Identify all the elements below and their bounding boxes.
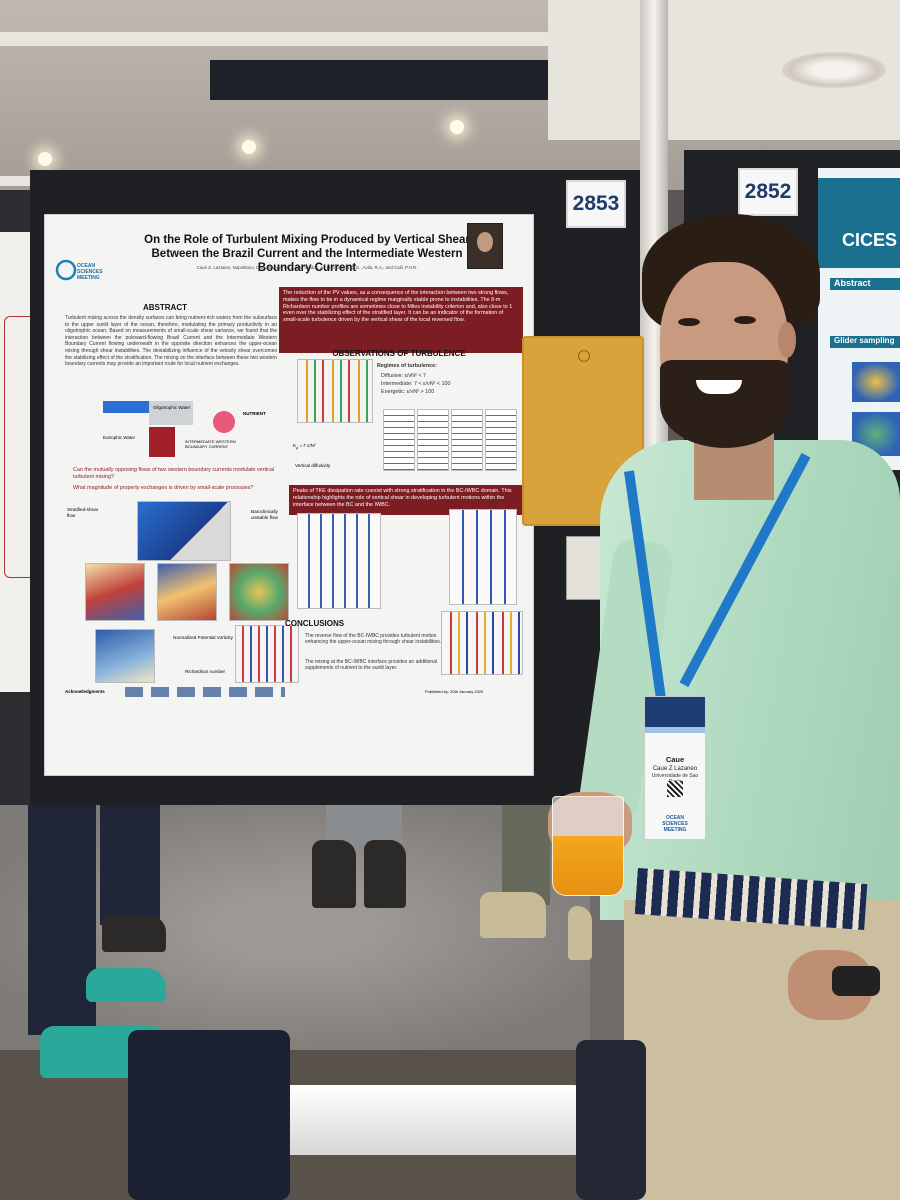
sponsor-logos: [125, 687, 285, 697]
research-poster: OCEAN SCIENCES MEETING On the Role of Tu…: [44, 214, 534, 776]
publication-note: Published by: 20th January 2020: [425, 689, 484, 694]
stratified-shear-label: Stratified-shear flow: [67, 507, 99, 518]
visitor-leg: [326, 805, 402, 845]
richardson-figure: [235, 625, 299, 683]
person-ear: [778, 322, 796, 358]
regime-diffusive: Diffusive: ε/νN² < 7: [381, 373, 426, 379]
final-figure: [441, 611, 523, 675]
person-eye: [734, 316, 756, 324]
conclusion-1: The reverse flow of the BC-IWBC provides…: [305, 633, 442, 646]
visitor-leg: [100, 805, 160, 925]
ocean-sciences-logo: OCEAN SCIENCES MEETING: [55, 257, 113, 283]
dissipation-figure: [297, 359, 373, 423]
ocean-map-figure: [137, 501, 231, 561]
visitor-boot: [312, 840, 356, 908]
abstract-text: Turbulent mixing across the density surf…: [65, 315, 277, 368]
profile-figure: [383, 409, 415, 471]
envelope-clasp: [578, 350, 590, 362]
ceiling-beam: [0, 32, 560, 46]
mid-callout: Peaks of TKE dissipation rate coexist wi…: [289, 485, 523, 515]
author-photo: [467, 223, 503, 269]
visitor-leg: [28, 805, 96, 1035]
person-eye: [678, 318, 700, 326]
ceiling-lamp: [242, 140, 256, 154]
badge-header: [645, 697, 705, 733]
intro-callout: The reduction of the PV values, as a con…: [279, 287, 523, 353]
ceiling-truss: [210, 60, 550, 100]
right-poster-header: CICES: [818, 178, 900, 268]
diffusivity-formula: Kρ = Γ ε/N²: [293, 443, 316, 450]
richardson-label: Richardson number: [185, 669, 226, 674]
backpack: [576, 1040, 646, 1200]
nutrient-circle: [213, 411, 235, 433]
name-badge: Caue Caue Z Lazaneo Universidade de Sao …: [644, 696, 706, 840]
abstract-title: ABSTRACT: [143, 303, 187, 312]
person-beard: [660, 360, 790, 448]
regimes-title: Regimes of turbulence:: [377, 363, 437, 369]
logo-text: OCEAN SCIENCES MEETING: [77, 263, 103, 281]
nutrient-label: NUTRIENT: [243, 411, 266, 416]
badge-logo: OCEAN SCIENCES MEETING: [662, 815, 688, 833]
profile-figure: [485, 409, 517, 471]
question-1: Can the mutually opposing flows of two w…: [73, 467, 275, 480]
shear-figure: [297, 513, 381, 609]
visitor-shoe: [568, 906, 592, 960]
ceiling-lamp: [450, 120, 464, 134]
oligotrophic-label: Oligotrophic Water: [153, 405, 191, 410]
velocity-section-figure: [85, 563, 145, 621]
visitor-shoe: [102, 916, 166, 952]
person-pants: [624, 900, 900, 1200]
wristwatch: [832, 966, 880, 996]
eutrophic-label: Eutrophic Water: [103, 435, 136, 440]
acknowledgments-label: Acknowledgments: [65, 689, 105, 694]
iwbc-label: INTERMEDIATE WESTERN BOUNDARY CURRENT: [185, 439, 236, 449]
schematic-diagram: Oligotrophic Water Eutrophic Water NUTRI…: [73, 395, 285, 465]
badge-qr-code: [667, 781, 683, 797]
pv-section-figure: [95, 629, 155, 683]
right-poster-glider-title: Glider sampling: [830, 336, 900, 348]
histogram-figure: [449, 509, 517, 605]
iwbc-layer: [149, 427, 175, 457]
regime-intermediate: Intermediate: 7 < ε/νN² < 100: [381, 381, 451, 387]
white-rail: [280, 1085, 580, 1155]
cooler-bag: [128, 1030, 290, 1200]
poster-title: On the Role of Turbulent Mixing Produced…: [144, 234, 470, 274]
visitor-shoe: [480, 892, 546, 938]
conclusions-title: CONCLUSIONS: [285, 619, 345, 628]
ceiling-lamp: [38, 152, 52, 166]
ceiling-vent: [782, 52, 886, 88]
booth-number-main: 2853: [566, 180, 626, 228]
bc-layer: [103, 401, 149, 413]
visitor-shoe: [86, 968, 166, 1002]
booth-number-right: 2852: [738, 168, 798, 216]
baroclinic-label: Baroclinically unstable flow: [251, 509, 278, 520]
ocean-sciences-logo-icon: [55, 259, 77, 281]
velocity-section-figure: [157, 563, 217, 621]
right-poster-logo: CICES: [842, 230, 898, 250]
badge-first-name: Caue: [665, 755, 685, 764]
author-face: [477, 232, 493, 252]
vertical-diffusivity-label: Vertical diffusivity: [295, 463, 331, 468]
right-poster-abstract-title: Abstract: [830, 278, 900, 290]
oligotrophic-box: [149, 401, 193, 425]
profile-figure: [417, 409, 449, 471]
velocity-section-figure: [229, 563, 289, 621]
person-smile: [696, 380, 742, 394]
observations-title: OBSERVATIONS OF TURBULENCE: [332, 349, 466, 358]
poster-authors: Caué Z. Lazaneo, Napolitano, D.C., Silve…: [196, 265, 418, 270]
pv-label: Normalized Potential Vorticity: [173, 635, 233, 640]
right-poster-map: [852, 362, 900, 402]
cup-of-juice: [552, 796, 624, 896]
question-2: What magnitude of property exchanges is …: [73, 485, 254, 491]
profile-figure: [451, 409, 483, 471]
badge-full-name: Caue Z Lazaneo: [652, 766, 698, 772]
conclusion-2: The mixing at the BC-IWBC interface prov…: [305, 659, 438, 672]
regime-energetic: Energetic: ε/νN² > 100: [381, 389, 435, 395]
visitor-boot: [364, 840, 406, 908]
visitor-leg: [502, 805, 550, 905]
